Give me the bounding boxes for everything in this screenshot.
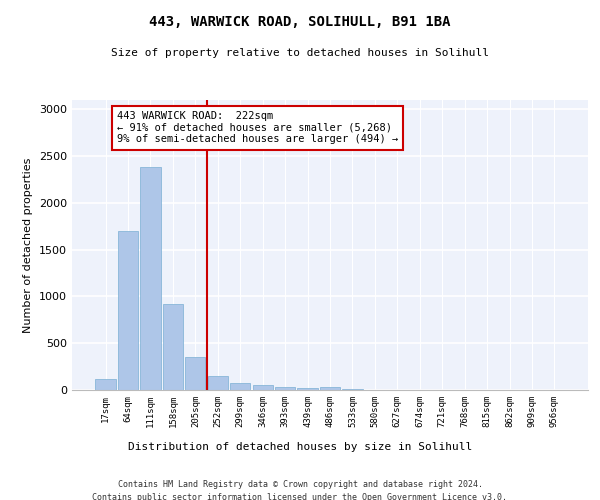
Bar — [298, 388, 317, 390]
Bar — [275, 388, 295, 390]
Bar — [118, 231, 138, 390]
Bar — [320, 387, 340, 390]
Bar — [163, 304, 183, 390]
Bar — [208, 376, 228, 390]
Y-axis label: Number of detached properties: Number of detached properties — [23, 158, 34, 332]
Bar — [185, 357, 205, 390]
Bar — [343, 389, 362, 390]
Text: Size of property relative to detached houses in Solihull: Size of property relative to detached ho… — [111, 48, 489, 58]
Text: 443, WARWICK ROAD, SOLIHULL, B91 1BA: 443, WARWICK ROAD, SOLIHULL, B91 1BA — [149, 15, 451, 29]
Text: Distribution of detached houses by size in Solihull: Distribution of detached houses by size … — [128, 442, 472, 452]
Text: Contains public sector information licensed under the Open Government Licence v3: Contains public sector information licen… — [92, 492, 508, 500]
Bar — [140, 168, 161, 390]
Bar — [230, 383, 250, 390]
Text: 443 WARWICK ROAD:  222sqm
← 91% of detached houses are smaller (5,268)
9% of sem: 443 WARWICK ROAD: 222sqm ← 91% of detach… — [117, 111, 398, 144]
Bar — [95, 379, 116, 390]
Text: Contains HM Land Registry data © Crown copyright and database right 2024.: Contains HM Land Registry data © Crown c… — [118, 480, 482, 489]
Bar — [253, 386, 273, 390]
